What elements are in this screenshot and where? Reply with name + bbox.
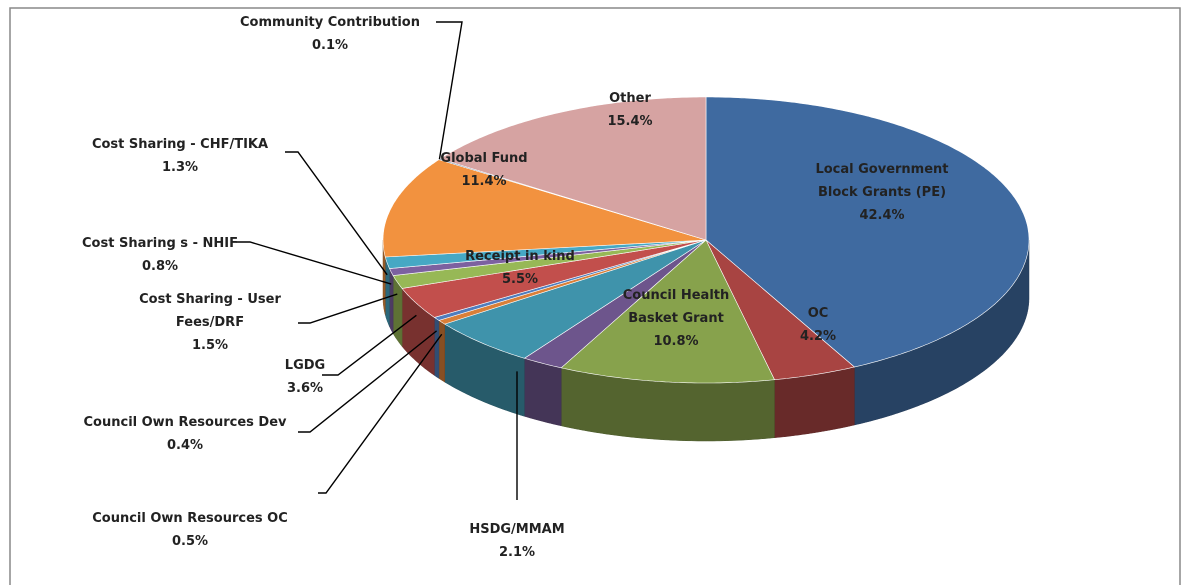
slice	[384, 239, 707, 269]
data-label: LGDG 3.6%	[275, 354, 335, 400]
slice	[439, 96, 707, 241]
data-label: Community Contribution 0.1%	[210, 11, 450, 57]
leader-line	[322, 314, 417, 376]
data-label: Other 15.4%	[590, 87, 670, 133]
category-label: Cost Sharing s - NHIF	[82, 236, 238, 251]
category-label: Council Own Resources Dev	[83, 415, 287, 430]
data-label: Global Fund 11.4%	[424, 147, 544, 193]
slice-side	[389, 268, 394, 334]
data-label: Council Health Basket Grant 10.8%	[606, 284, 746, 353]
data-label: Council Own Resources OC 0.5%	[80, 507, 300, 553]
data-label: HSDG/MMAM 2.1%	[447, 518, 587, 564]
category-label: Council Own Resources OC	[92, 511, 288, 526]
value-label: 0.5%	[171, 534, 209, 549]
value-label: 2.1%	[498, 545, 536, 560]
data-label: OC 4.2%	[788, 302, 848, 348]
value-label: 5.5%	[501, 272, 539, 287]
category-label: HSDG/MMAM	[469, 522, 565, 537]
frame	[9, 7, 1181, 585]
value-label: 3.6%	[286, 381, 324, 396]
data-label: Receipt in kind 5.5%	[450, 245, 590, 291]
slice	[443, 239, 707, 359]
category-label: Receipt in kind	[465, 249, 575, 264]
value-label: 0.1%	[311, 38, 349, 53]
value-label: 42.4%	[859, 208, 905, 223]
value-label: 4.2%	[799, 329, 837, 344]
leader-line	[298, 293, 398, 324]
leader-line	[436, 21, 463, 160]
slice	[560, 239, 775, 384]
slice	[389, 239, 707, 276]
value-label: 1.5%	[191, 338, 229, 353]
leader-line	[285, 151, 388, 276]
slice	[382, 159, 707, 258]
slice	[401, 239, 707, 318]
value-label: 10.8%	[653, 334, 699, 349]
category-label: Cost Sharing - User Fees/DRF	[139, 292, 281, 330]
data-label: Cost Sharing - CHF/TIKA 1.3%	[70, 133, 290, 179]
leader-line	[318, 333, 443, 494]
slice-side	[524, 357, 562, 427]
value-label: 11.4%	[461, 174, 507, 189]
slice-side	[438, 319, 445, 383]
leader-line	[298, 330, 438, 433]
data-label: Cost Sharing s - NHIF 0.8%	[75, 232, 245, 278]
slice	[705, 239, 856, 381]
slice	[705, 96, 1030, 368]
category-label: Other	[609, 91, 651, 106]
category-label: LGDG	[284, 358, 326, 373]
value-label: 0.4%	[166, 438, 204, 453]
category-label: Community Contribution	[240, 15, 420, 30]
category-label: Cost Sharing - CHF/TIKA	[91, 137, 269, 152]
leader-line	[236, 241, 392, 285]
slice	[392, 239, 707, 289]
slice-side	[434, 316, 440, 379]
data-label: Cost Sharing - User Fees/DRF 1.5%	[115, 288, 305, 357]
category-label: OC	[807, 306, 829, 321]
category-label: Council Health Basket Grant	[622, 288, 730, 326]
data-label: Local Government Block Grants (PE) 42.4%	[797, 158, 967, 227]
category-label: Global Fund	[440, 151, 528, 166]
data-label: Council Own Resources Dev 0.4%	[70, 411, 300, 457]
slice	[523, 239, 707, 369]
category-label: Local Government Block Grants (PE)	[815, 162, 949, 200]
value-label: 15.4%	[607, 114, 653, 129]
value-label: 1.3%	[161, 160, 199, 175]
value-label: 0.8%	[141, 259, 179, 274]
